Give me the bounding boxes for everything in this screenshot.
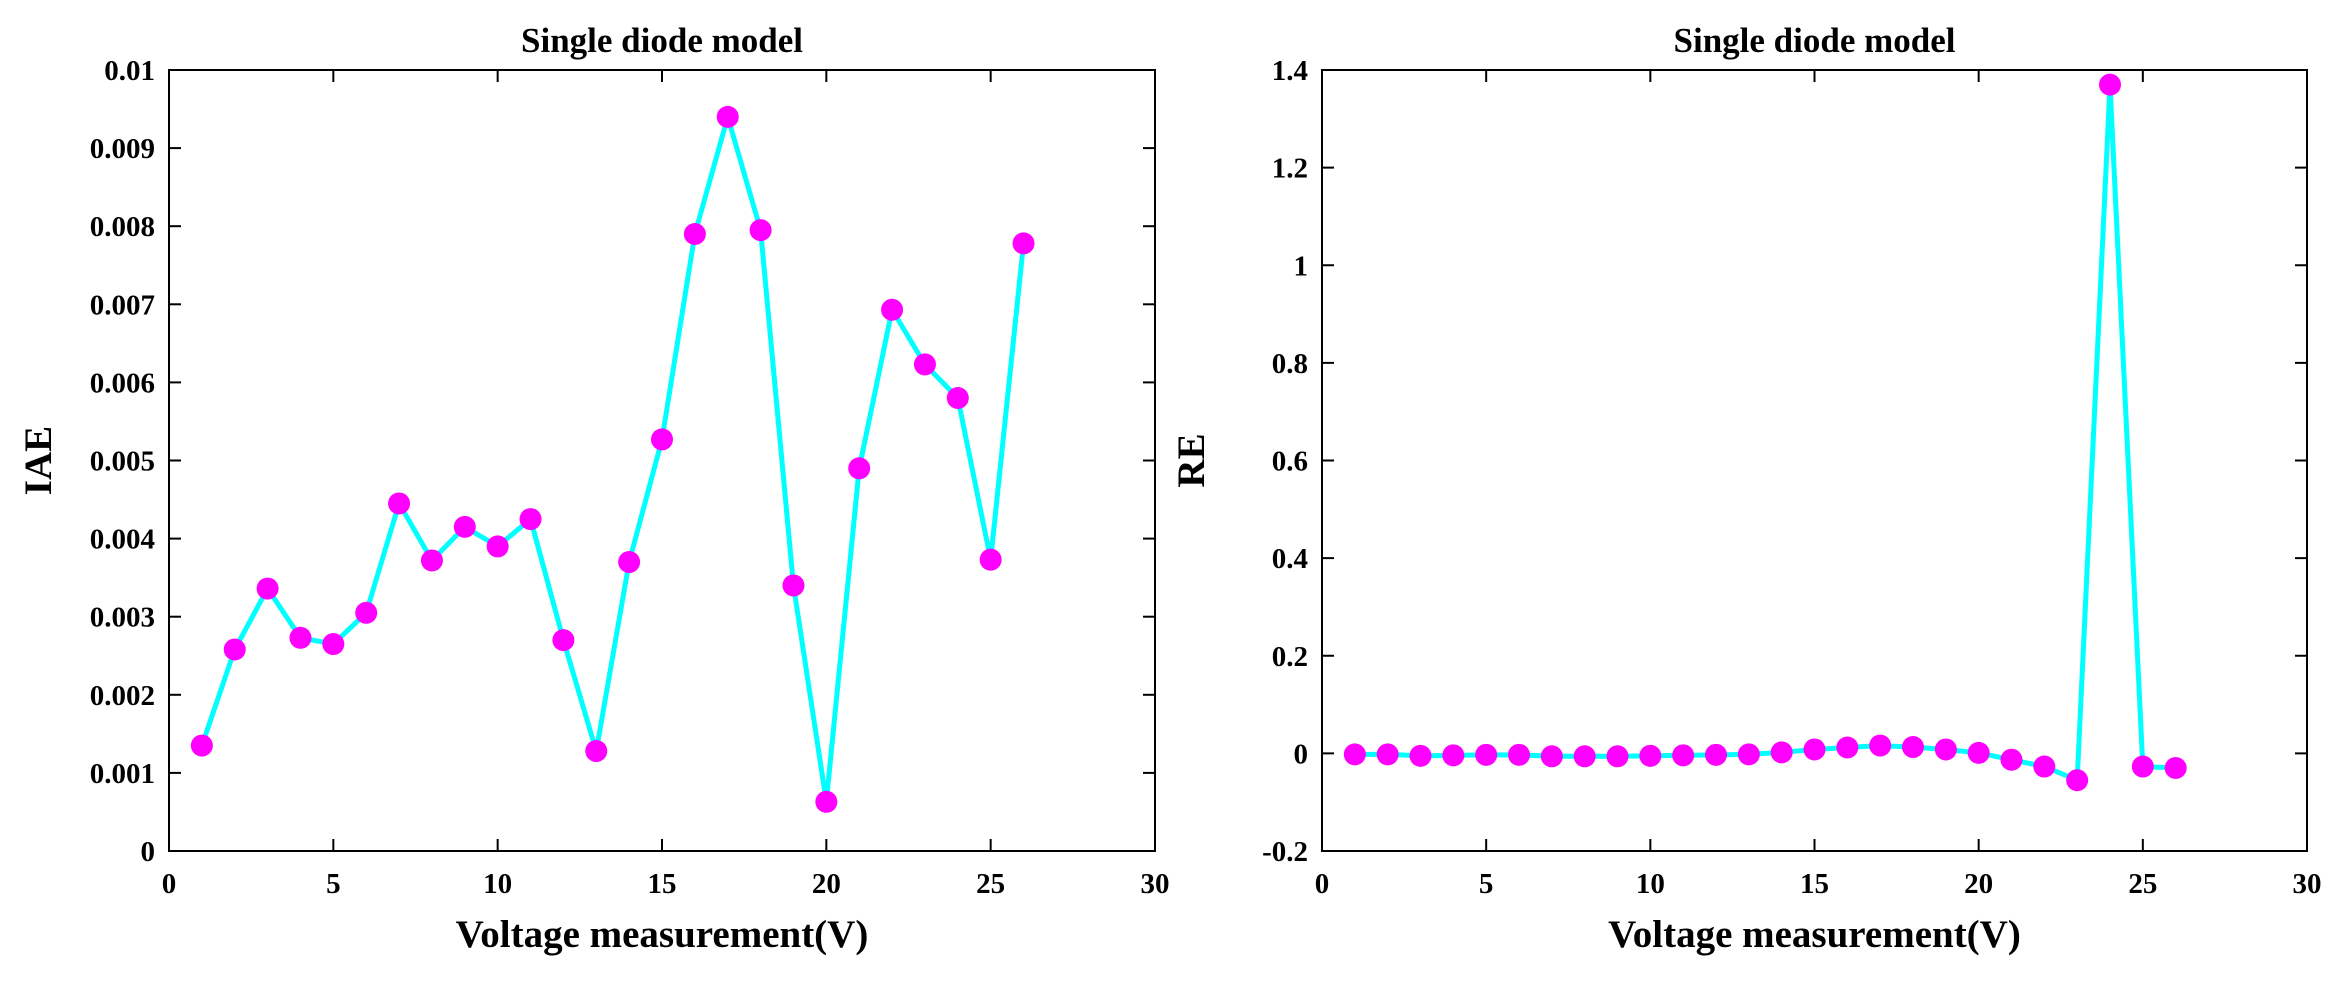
- data-point: [2033, 755, 2056, 778]
- data-point: [2131, 755, 2154, 778]
- data-point: [1475, 743, 1498, 766]
- x-tick-label: 10: [1636, 868, 1665, 900]
- data-point: [2066, 769, 2089, 792]
- data-point: [1770, 741, 1793, 764]
- data-point: [1902, 736, 1924, 759]
- y-tick-label: 1: [1294, 250, 1309, 282]
- y-tick-label: 0.002: [90, 680, 155, 712]
- y-tick-label: 0.4: [1272, 543, 1308, 575]
- plot-frame: [1321, 69, 2308, 852]
- x-tick-label: 25: [2128, 868, 2157, 900]
- data-point: [552, 629, 575, 652]
- data-point: [1672, 744, 1695, 767]
- x-tick-label: 5: [1479, 868, 1494, 900]
- data-point: [946, 387, 969, 410]
- data-point: [2164, 757, 2187, 780]
- data-point: [1836, 736, 1859, 759]
- x-axis-label: Voltage measurement(V): [456, 913, 869, 956]
- data-point: [1737, 743, 1760, 766]
- data-point: [2000, 748, 2023, 771]
- data-point: [1012, 232, 1035, 255]
- plot-frame: [168, 69, 1156, 852]
- x-tick-label: 0: [1315, 868, 1330, 900]
- y-tick-label: 0: [1294, 738, 1309, 770]
- y-axis-label: IAE: [17, 426, 60, 495]
- data-point: [2099, 73, 2121, 96]
- data-point: [1639, 744, 1662, 767]
- data-point: [190, 734, 213, 757]
- data-point: [1540, 745, 1563, 768]
- data-point: [1442, 744, 1465, 767]
- y-tick-label: 0.009: [90, 133, 155, 165]
- y-axis-label: RE: [1170, 433, 1213, 487]
- x-axis-label: Voltage measurement(V): [1608, 913, 2021, 956]
- x-tick-label: 30: [1141, 868, 1170, 900]
- chart-title: Single diode model: [521, 21, 803, 60]
- y-tick-label: 0.005: [90, 446, 155, 478]
- data-point: [1508, 743, 1530, 766]
- data-point: [1869, 734, 1892, 757]
- chart-title: Single diode model: [1674, 21, 1956, 60]
- data-point: [618, 551, 641, 574]
- data-point: [749, 219, 772, 242]
- series-line: [1354, 82, 2176, 783]
- data-point: [683, 223, 706, 246]
- x-tick-label: 5: [326, 868, 341, 900]
- data-point: [848, 457, 871, 480]
- data-point: [881, 298, 904, 321]
- y-tick-label: 0.2: [1272, 641, 1308, 673]
- y-tick-label: 0.008: [90, 211, 155, 243]
- data-point: [1409, 744, 1432, 767]
- data-point: [289, 626, 312, 649]
- data-point: [1967, 741, 1990, 764]
- y-tick-label: 0.007: [90, 289, 155, 321]
- y-tick-label: 0: [141, 836, 156, 868]
- data-point: [355, 601, 378, 624]
- x-tick-label: 0: [162, 868, 177, 900]
- data-point: [585, 740, 608, 763]
- data-point: [716, 105, 739, 128]
- x-tick-label: 15: [1800, 868, 1829, 900]
- y-tick-label: 0.01: [104, 55, 155, 87]
- y-tick-label: 0.004: [90, 524, 155, 556]
- data-point: [913, 353, 936, 376]
- y-tick-label: 0.003: [90, 602, 155, 634]
- y-tick-label: 0.006: [90, 367, 155, 399]
- data-point: [1376, 743, 1399, 766]
- y-tick-label: 0.6: [1272, 446, 1308, 478]
- data-point: [782, 574, 805, 597]
- data-point: [1343, 743, 1366, 766]
- data-point: [1606, 745, 1629, 768]
- x-tick-label: 10: [483, 868, 512, 900]
- data-point: [388, 492, 411, 515]
- y-tick-label: 0.001: [90, 758, 155, 790]
- data-point: [519, 508, 542, 531]
- data-point: [453, 515, 476, 538]
- chart-re: 0 5 10 15 20 25 30-0.200.20.40.60.811.21.4Sing…: [1170, 21, 2322, 956]
- data-point: [979, 548, 1002, 571]
- data-point: [1573, 745, 1596, 768]
- y-tick-label: -0.2: [1262, 836, 1308, 868]
- y-tick-label: 0.8: [1272, 348, 1308, 380]
- y-tick-label: 1.4: [1272, 55, 1308, 87]
- x-tick-label: 20: [812, 868, 841, 900]
- data-point: [651, 428, 673, 451]
- y-tick-label: 1.2: [1272, 153, 1308, 185]
- data-point: [223, 638, 246, 661]
- chart-iae: 0 5 10 15 20 25 30 0 0.001 0.002 0.003 0.004 0.005 0.…: [17, 21, 1170, 956]
- x-tick-label: 15: [648, 868, 677, 900]
- data-point: [1705, 743, 1727, 766]
- data-point: [1803, 738, 1826, 761]
- data-point: [815, 790, 838, 813]
- series-line: [199, 114, 1027, 805]
- data-point: [322, 633, 345, 656]
- data-point: [420, 549, 443, 572]
- x-tick-label: 20: [1964, 868, 1993, 900]
- data-point: [486, 535, 509, 558]
- data-point: [256, 577, 279, 600]
- x-tick-label: 30: [2293, 868, 2322, 900]
- x-tick-label: 25: [976, 868, 1005, 900]
- data-point: [1934, 738, 1957, 761]
